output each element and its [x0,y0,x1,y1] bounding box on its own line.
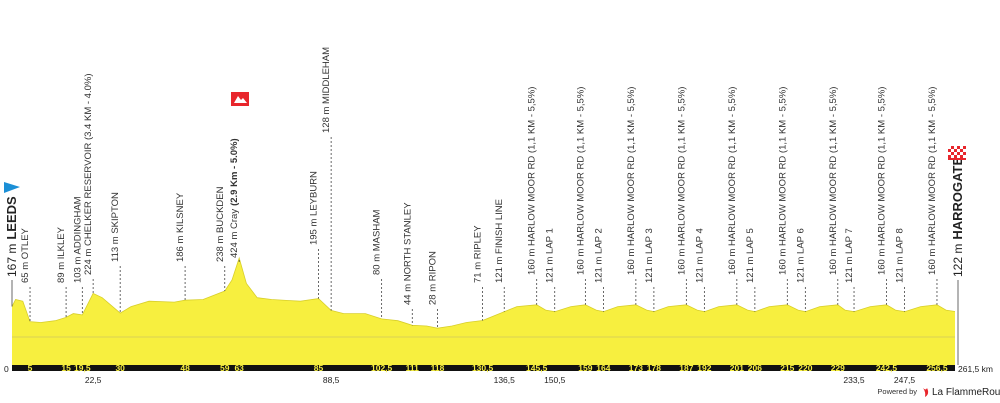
finish-label: 122 m HARROGATE [950,157,965,278]
waypoint-label: 89 m ILKLEY [56,226,67,283]
footer-brand: La FlammeRouge [932,387,1000,398]
waypoint-label: 238 m BUCKDEN [215,186,226,262]
x-tick-label: 63 [234,363,244,373]
distance-bar [12,365,955,371]
x-tick-label: 30 [115,363,125,373]
x-tick-label: 173 [629,363,643,373]
x-tick-label: 85 [314,363,324,373]
waypoint-label: 121 m LAP 7 [844,228,855,283]
x-tick-label: 22,5 [85,375,102,385]
waypoint-label: 160 m HARLOW MOOR RD (1,1 KM - 5,5%) [927,87,938,275]
waypoint-label: 121 m LAP 2 [593,228,604,283]
waypoint-label: 121 m LAP 5 [745,228,756,283]
x-tick-label: 261,5 km [958,364,993,374]
x-tick-label: 201 [730,363,744,373]
waypoint-label: 160 m HARLOW MOOR RD (1,1 KM - 5,5%) [828,87,839,275]
waypoint-label: 121 m LAP 3 [644,228,655,283]
x-tick-label: 136,5 [494,375,516,385]
waypoint-label: 160 m HARLOW MOOR RD (1,1 KM - 5,5%) [575,87,586,275]
x-tick-label: 159 [578,363,592,373]
x-tick-label: 256,5 [926,363,948,373]
x-tick-label: 187 [679,363,693,373]
profile-area [12,258,955,365]
x-tick-label: 215 [780,363,794,373]
finish-name: HARROGATE [950,157,965,240]
x-tick-label: 111 [406,363,420,373]
waypoint-label: 80 m MASHAM [372,209,383,275]
x-tick-label: 102,5 [371,363,393,373]
waypoint-label: 121 m LAP 8 [895,228,906,283]
x-tick-label: 118 [431,363,445,373]
waypoint-label: 160 m HARLOW MOOR RD (1,1 KM - 5,5%) [876,87,887,275]
waypoint-label: 65 m OTLEY [20,227,31,283]
finish-elevation: 122 m [951,244,965,277]
x-tick-label: 233,5 [843,375,865,385]
waypoint-label: 128 m MIDDLEHAM [321,47,332,133]
waypoint-label-detail: (2.9 Km - 5.0%) [229,138,240,206]
waypoint-label: 103 m ADDINGHAM [72,196,83,283]
waypoint-label: 160 m HARLOW MOOR RD (1,1 KM - 5,5%) [626,87,637,275]
waypoint-label: 224 m CHELKER RESERVOIR (3.4 KM - 4.0%) [83,74,94,276]
x-tick-label: 242,5 [876,363,898,373]
x-tick-label: 0 [4,364,9,374]
climb-icon-mountain [234,96,247,103]
waypoint-label: 113 m SKIPTON [110,192,121,262]
x-tick-label: 130,5 [472,363,494,373]
x-tick-label: 88,5 [323,375,340,385]
start-elevation: 167 m [5,244,19,277]
waypoint-label: 160 m HARLOW MOOR RD (1,1 KM - 5,5%) [527,87,538,275]
x-tick-label: 59 [220,363,230,373]
x-tick-label: 229 [831,363,845,373]
x-tick-label: 164 [596,363,610,373]
waypoint-label: 121 m LAP 1 [545,228,556,283]
waypoint-label: 121 m LAP 4 [694,228,705,283]
waypoint-label: 160 m HARLOW MOOR RD (1,1 KM - 5,5%) [727,87,738,275]
waypoint-label: 28 m RIPON [428,251,439,305]
waypoint-label: 121 m LAP 6 [795,228,806,283]
labels-layer: 0 5 15 19,5 22,5 30 48 59 63 85 88,5 102,5 111 118 130… [4,47,993,385]
waypoint-label: 160 m HARLOW MOOR RD (1,1 KM - 5,5%) [676,87,687,275]
waypoint-label: 71 m RIPLEY [473,225,484,283]
x-tick-label: 145,5 [526,363,548,373]
x-tick-label: 206 [748,363,762,373]
x-tick-label: 150,5 [544,375,566,385]
start-name: LEEDS [4,196,19,240]
x-tick-label: 220 [798,363,812,373]
profile-layer [11,256,956,371]
x-tick-label: 15 [61,363,71,373]
waypoint-label: 121 m FINISH LINE [494,199,505,283]
start-label: 167 m LEEDS [4,196,19,277]
waypoint-label: 44 m NORTH STANLEY [402,202,413,305]
waypoint-label: 195 m LEYBURN [309,171,320,245]
finish-flag [948,146,966,160]
waypoint-label: 160 m HARLOW MOOR RD (1,1 KM - 5,5%) [777,87,788,275]
x-tick-label: 19,5 [74,363,91,373]
x-tick-label: 192 [697,363,711,373]
x-tick-label: 5 [28,363,33,373]
waypoint-label-name: 424 m Cray [229,209,240,258]
start-flag [4,182,20,193]
profile-line [11,256,956,329]
waypoint-label: 424 m Cray (2.9 Km - 5.0%) [229,138,240,258]
x-tick-label: 48 [180,363,190,373]
x-tick-label: 247,5 [894,375,916,385]
x-tick-label: 178 [647,363,661,373]
brand-icon [923,388,929,397]
waypoint-label: 186 m KILSNEY [175,192,186,262]
footer-powered: Powered by [877,387,917,396]
